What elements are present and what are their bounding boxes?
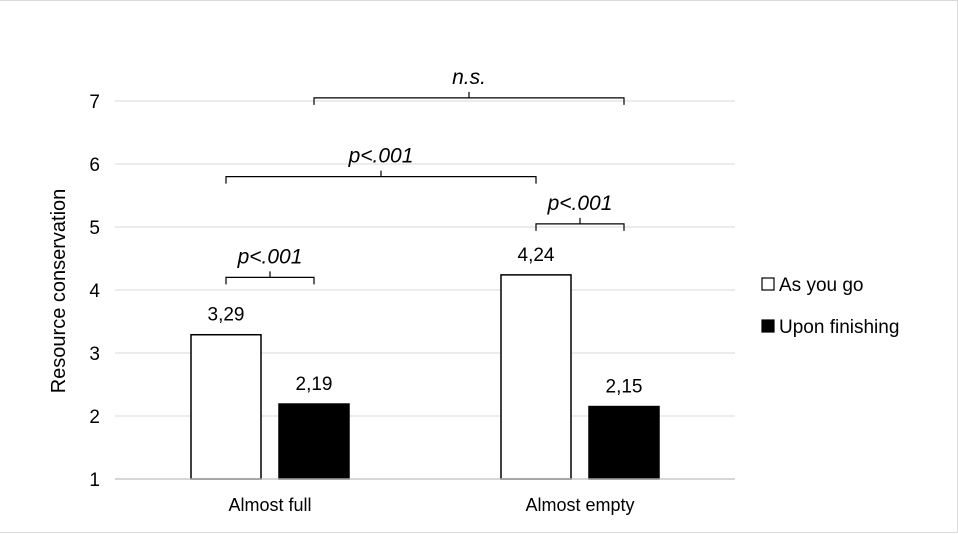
data-label: 2,19 [296,374,333,395]
x-category-label: Almost empty [525,495,634,515]
significance-label: p<.001 [547,192,613,215]
y-tick-label: 1 [89,470,100,491]
x-categories: Almost full Almost empty [228,495,634,515]
y-tick-label: 6 [89,155,100,176]
data-label: 4,24 [518,245,555,266]
legend-label: As you go [779,275,864,296]
significance-label: p<.001 [237,245,303,268]
x-category-label: Almost full [228,495,311,515]
y-tick-label: 2 [89,407,100,428]
y-tick-label: 3 [89,344,100,365]
legend-swatch [761,319,775,333]
y-tick-label: 4 [89,281,100,302]
bar [500,274,572,480]
data-label: 3,29 [208,305,245,326]
significance-label: n.s. [452,66,486,89]
legend-label: Upon finishing [779,317,899,338]
y-ticks: 1 2 3 4 5 6 7 [89,92,100,491]
legend: As you go Upon finishing [761,275,899,338]
significance-bracket [225,271,315,285]
y-tick-label: 7 [89,92,100,113]
bars [190,274,660,480]
significance-bracket [535,217,625,231]
y-tick-label: 5 [89,218,100,239]
data-labels: 3,29 4,24 2,19 2,15 [208,245,643,398]
bar [588,405,660,480]
data-label: 2,15 [606,377,643,398]
significance-bracket [313,91,625,105]
bar [278,403,350,480]
y-axis-label: Resource conservation [48,189,70,394]
bar [190,333,262,480]
significance-brackets: p<.001 p<.001 p<.001 n.s. [225,66,625,285]
significance-label: p<.001 [348,145,414,168]
legend-swatch [761,277,775,291]
significance-bracket [225,170,537,184]
